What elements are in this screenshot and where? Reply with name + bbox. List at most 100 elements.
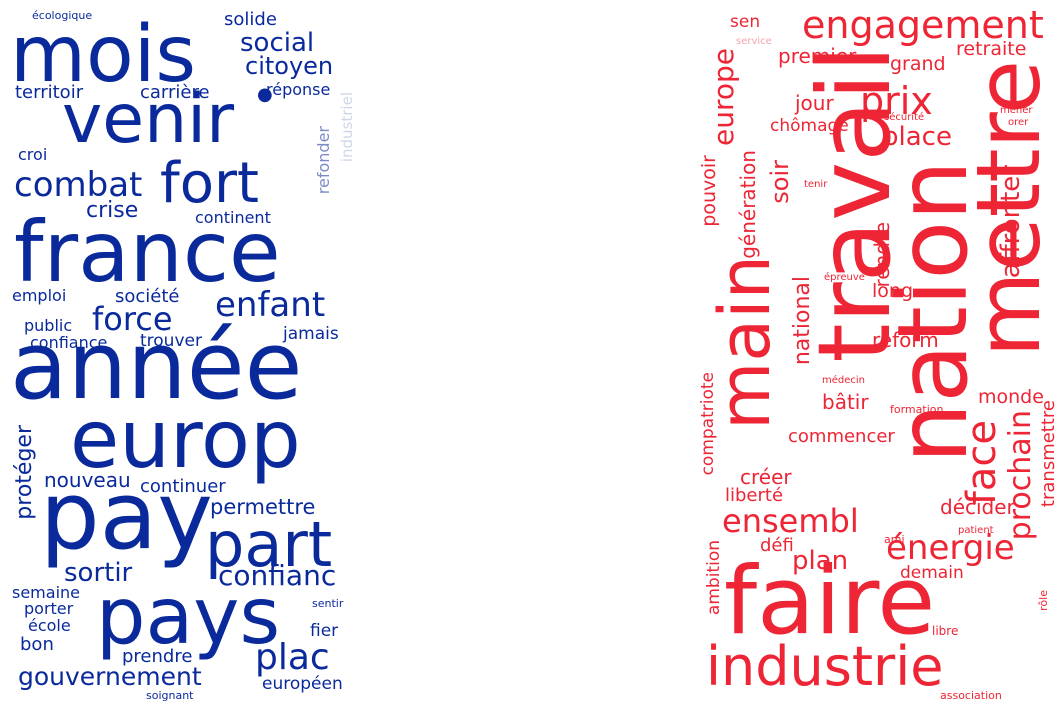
word: retraite <box>956 38 1027 60</box>
word: face <box>959 420 1005 506</box>
word: médecin <box>822 375 866 386</box>
word: défi <box>760 535 794 556</box>
word: orer <box>1008 117 1029 128</box>
word: école <box>28 616 71 635</box>
word: plac <box>255 637 330 678</box>
word: venir <box>62 80 235 159</box>
word: carrière <box>140 82 210 103</box>
word: place <box>882 122 952 152</box>
word: ami <box>884 533 905 546</box>
word: commencer <box>788 426 895 447</box>
word: social <box>240 28 315 58</box>
word: créer <box>740 465 792 489</box>
word: monde <box>978 386 1044 408</box>
word: pays <box>96 572 281 662</box>
word: grand <box>890 53 946 75</box>
word: pay <box>40 462 213 571</box>
word: ambition <box>704 540 724 616</box>
word: industrie <box>706 635 944 698</box>
word: énergie <box>886 528 1015 568</box>
word: part <box>205 508 333 581</box>
word: chômage <box>770 116 849 136</box>
word: national <box>790 276 815 366</box>
word: enfant <box>215 285 326 325</box>
word: association <box>940 689 1002 702</box>
word: semaine <box>12 583 80 602</box>
word: génération <box>736 150 760 259</box>
word: fort <box>160 151 259 216</box>
word: réform <box>872 328 939 352</box>
bullet-dot: ● <box>257 84 273 105</box>
word: premier <box>778 44 857 68</box>
word: sécurité <box>884 112 925 123</box>
word: décider <box>940 495 1015 519</box>
word: européen <box>262 674 343 694</box>
word: soir <box>766 160 794 204</box>
word: continuer <box>140 476 226 497</box>
word: protéger <box>12 425 37 520</box>
word: confiance <box>30 333 108 352</box>
word: croi <box>18 145 48 164</box>
word: sortir <box>64 558 133 588</box>
word: territoir <box>15 82 84 103</box>
word: compatriote <box>700 372 718 476</box>
word: réponse <box>266 80 331 99</box>
word: soignant <box>146 689 194 702</box>
word: mener <box>1000 105 1033 116</box>
word: rôle <box>1037 590 1050 611</box>
word: emploi <box>12 286 67 305</box>
word: gouvernement <box>18 662 202 691</box>
word-cloud-left: écologique mois solide social citoyen ve… <box>0 0 355 713</box>
word: force <box>92 300 173 338</box>
word: prendre <box>122 646 193 667</box>
word: formation <box>890 403 944 416</box>
word: long <box>872 280 914 302</box>
word: société <box>115 286 180 307</box>
word: épreuve <box>824 272 865 283</box>
word: prix <box>860 79 933 123</box>
word: demain <box>900 563 964 583</box>
word: service <box>736 36 772 47</box>
word: bon <box>20 634 54 655</box>
word: confianc <box>218 559 337 592</box>
word: patient <box>958 525 994 536</box>
word: rendre <box>870 222 894 288</box>
word: ensembl <box>722 502 859 540</box>
word: combat <box>14 165 143 205</box>
word: jour <box>795 91 834 115</box>
word: tenir <box>804 179 828 190</box>
word: plan <box>792 546 849 576</box>
word: libre <box>932 624 959 638</box>
word: porter <box>24 599 74 618</box>
word: citoyen <box>245 52 334 80</box>
word: solide <box>224 9 277 30</box>
word: sen <box>730 12 761 32</box>
word: pouvoir <box>700 155 720 227</box>
word: écologique <box>32 9 93 22</box>
word: affronter <box>996 165 1026 279</box>
word-cloud-right: sen service engagement premier retraite … <box>700 0 1060 713</box>
word: prochain <box>1003 410 1038 541</box>
word: liberté <box>725 485 784 506</box>
word: faire <box>724 547 936 656</box>
word: permettre <box>210 495 316 519</box>
word: année <box>10 312 303 421</box>
word: main <box>704 255 786 430</box>
word: sentir <box>312 597 344 610</box>
word: bâtir <box>822 390 869 414</box>
word: mois <box>10 10 197 100</box>
word: nouveau <box>44 468 131 492</box>
word: fier <box>310 621 339 641</box>
word: europ <box>70 393 301 486</box>
word: jamais <box>283 324 339 344</box>
word: europe <box>707 48 740 146</box>
word: refonder <box>314 126 333 195</box>
word: trouver <box>140 331 202 351</box>
word: nation <box>877 160 989 464</box>
word: continent <box>195 208 271 227</box>
word: industriel <box>338 92 355 163</box>
word: engagement <box>802 3 1044 47</box>
word: public <box>24 316 73 335</box>
word: transmettre <box>1038 400 1059 508</box>
word: crise <box>86 198 139 223</box>
